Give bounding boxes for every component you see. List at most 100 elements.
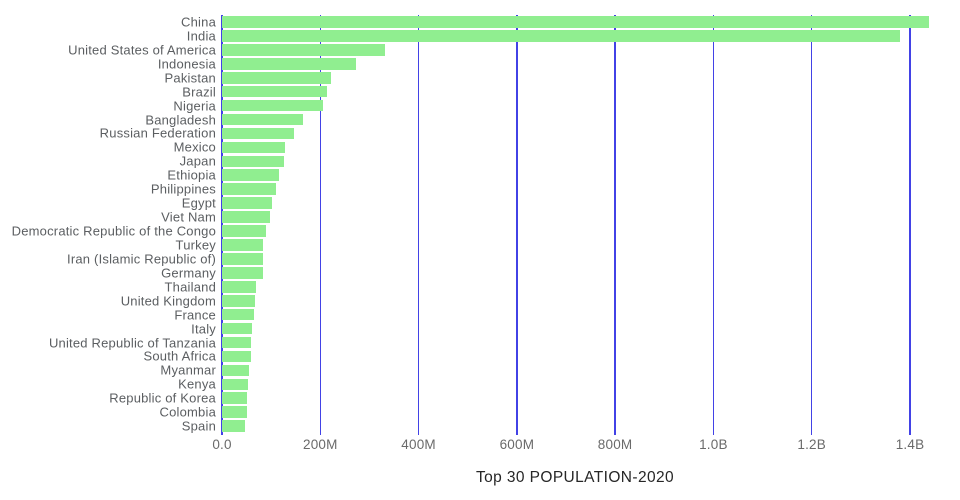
bar-row: [222, 336, 938, 350]
bar: [222, 225, 266, 237]
bar-row: [222, 308, 938, 322]
category-label: Bangladesh: [0, 113, 219, 127]
category-label-text: Iran (Islamic Republic of): [67, 251, 216, 266]
category-label: Colombia: [0, 405, 219, 419]
bar-row: [222, 43, 938, 57]
bar: [222, 44, 385, 56]
bar-row: [222, 224, 938, 238]
category-label-text: United Kingdom: [120, 293, 216, 308]
category-label: Thailand: [0, 280, 219, 294]
gridline: [319, 15, 322, 435]
bar-row: [222, 85, 938, 99]
bar: [222, 30, 901, 42]
chart-title: Top 30 POPULATION-2020: [475, 469, 675, 486]
category-label-text: Russian Federation: [99, 126, 216, 141]
bar: [222, 294, 256, 307]
bar: [222, 308, 255, 321]
bar-row: [222, 113, 938, 127]
gridline: [909, 15, 911, 435]
category-label: Philippines: [0, 182, 219, 196]
category-label-text: Japan: [179, 154, 216, 169]
category-label-text: Italy: [191, 321, 216, 336]
bar: [222, 364, 249, 377]
bar: [222, 85, 327, 98]
x-tick-label: 1.2B: [797, 437, 826, 452]
category-label: Pakistan: [0, 71, 219, 85]
bar: [222, 253, 264, 265]
category-label: Germany: [0, 266, 219, 280]
category-label-text: Republic of Korea: [109, 391, 216, 406]
category-label-text: Indonesia: [157, 56, 216, 71]
category-label-text: Philippines: [150, 182, 216, 197]
category-label: India: [0, 29, 219, 43]
category-label-text: Kenya: [178, 377, 216, 392]
category-label-text: Democratic Republic of the Congo: [11, 224, 216, 238]
category-label-text: Brazil: [182, 84, 216, 99]
bar-row: [222, 210, 938, 224]
category-label-text: Nigeria: [173, 98, 216, 113]
category-label-text: China: [181, 15, 216, 29]
bar: [222, 336, 252, 349]
x-tick-label: 1.0B: [699, 437, 728, 452]
bar: [222, 378, 249, 391]
bar-row: [222, 391, 938, 405]
category-label: Brazil: [0, 85, 219, 99]
bar-row: [222, 252, 938, 266]
bar-row: [222, 350, 938, 364]
category-label: United Kingdom: [0, 294, 219, 308]
category-label: Russian Federation: [0, 127, 219, 141]
category-label: United States of America: [0, 43, 219, 57]
category-label: France: [0, 308, 219, 322]
gridline: [614, 15, 616, 435]
bar: [222, 16, 930, 28]
bar: [222, 197, 273, 209]
category-label-text: Ethiopia: [167, 168, 216, 183]
category-label: Ethiopia: [0, 168, 219, 182]
category-label: Japan: [0, 154, 219, 168]
category-label: Egypt: [0, 196, 219, 210]
bar: [222, 392, 248, 405]
bar: [222, 141, 286, 154]
category-label-text: Colombia: [159, 405, 216, 420]
bar: [222, 211, 270, 223]
category-label: Iran (Islamic Republic of): [0, 252, 219, 266]
category-label-text: Thailand: [164, 279, 216, 294]
category-label-text: India: [186, 28, 216, 43]
bar: [222, 322, 252, 335]
category-label-text: Myanmar: [160, 363, 216, 378]
bar: [222, 183, 276, 196]
bar-row: [222, 238, 938, 252]
bar-row: [222, 140, 938, 154]
bar: [222, 155, 285, 168]
bar-row: [222, 294, 938, 308]
bar: [222, 350, 252, 363]
bar: [222, 239, 264, 251]
bar: [222, 267, 264, 279]
x-tick-label: 0.0: [212, 437, 232, 452]
gridline: [221, 15, 223, 435]
bar-row: [222, 154, 938, 168]
gridline: [810, 15, 813, 435]
bar-row: [222, 57, 938, 71]
bar-row: [222, 127, 938, 141]
bar: [222, 280, 257, 293]
bar-row: [222, 405, 938, 419]
x-tick-label: 800M: [597, 437, 633, 452]
category-label-text: Viet Nam: [161, 210, 216, 225]
bar-row: [222, 322, 938, 336]
x-tick-label: 1.4B: [895, 437, 925, 452]
category-label: Kenya: [0, 377, 219, 391]
x-tick-label: 200M: [303, 437, 338, 452]
bar-row: [222, 15, 938, 29]
category-label: Indonesia: [0, 57, 219, 71]
x-tick-label: 600M: [499, 437, 535, 452]
category-label: Viet Nam: [0, 210, 219, 224]
category-label-text: Egypt: [181, 196, 216, 211]
bar: [222, 71, 331, 84]
bar-row: [222, 419, 938, 433]
category-label-text: France: [174, 307, 216, 322]
category-label-text: United Republic of Tanzania: [48, 335, 216, 350]
bar-row: [222, 377, 938, 391]
category-label-text: Bangladesh: [145, 112, 216, 127]
